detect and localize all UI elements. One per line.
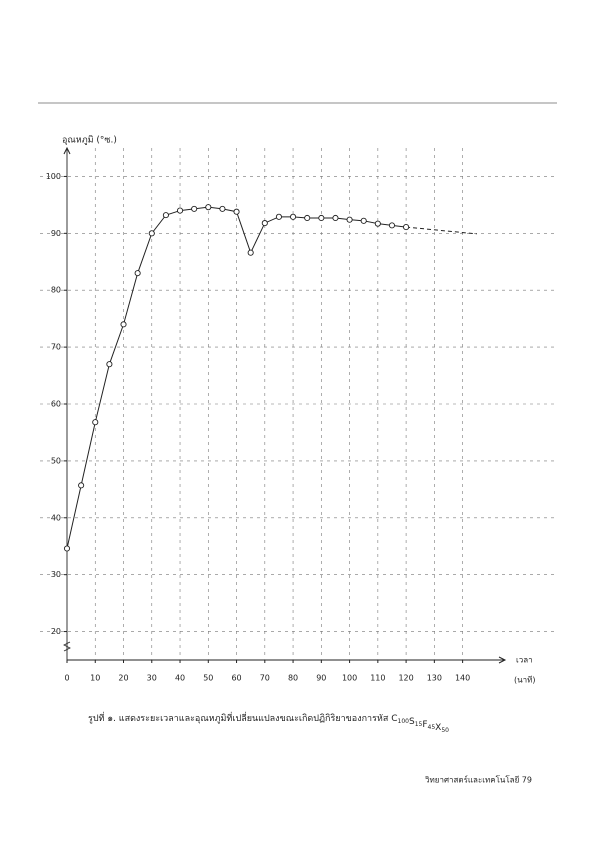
x-axis-arrow	[498, 656, 507, 664]
x-axis-unit: (นาที)	[514, 676, 535, 685]
data-point	[346, 216, 353, 223]
x-tick-label: 140	[455, 674, 470, 683]
x-tick-label: 100	[342, 674, 357, 683]
data-point	[120, 321, 127, 328]
x-tick-label: 0	[64, 674, 69, 683]
formula-subscript: 50	[441, 727, 449, 734]
x-tick-label: 110	[370, 674, 385, 683]
y-tick-label: 100	[46, 172, 61, 181]
data-point	[247, 249, 254, 256]
data-point	[360, 217, 367, 224]
formula-symbol: S	[409, 717, 415, 727]
data-point	[290, 213, 297, 220]
x-tick-label: 80	[288, 674, 298, 683]
formula-subscript: 15	[415, 721, 423, 728]
data-point	[233, 208, 240, 215]
data-point	[318, 214, 325, 222]
x-tick-label: 10	[90, 674, 100, 683]
data-point	[162, 212, 169, 219]
extrapolation-line	[406, 226, 477, 235]
data-point	[148, 230, 155, 237]
data-point	[261, 220, 268, 227]
x-tick-label: 40	[175, 674, 185, 683]
formula-subscript: 45	[428, 724, 436, 731]
x-tick-label: 70	[260, 674, 270, 683]
x-tick-label: 50	[203, 674, 213, 683]
x-tick-label: 20	[118, 674, 128, 683]
data-point	[304, 214, 311, 222]
y-axis-arrow	[63, 146, 71, 155]
data-point	[63, 545, 71, 552]
data-point	[332, 214, 339, 222]
x-axis-label: เวลา	[516, 656, 533, 665]
formula-symbol: C	[391, 714, 397, 724]
x-tick-label: 130	[427, 674, 442, 683]
data-point	[403, 224, 410, 231]
data-point	[176, 207, 184, 214]
data-line	[66, 206, 407, 549]
data-point	[275, 213, 282, 220]
data-point	[205, 204, 212, 211]
data-point	[219, 205, 226, 212]
formula-subscript: 100	[398, 718, 410, 725]
caption: รูปที่ ๑. แสดงระยะเวลาและอุณหภูมิที่เปลี…	[88, 711, 449, 734]
caption-text: รูปที่ ๑. แสดงระยะเวลาและอุณหภูมิที่เปลี…	[88, 711, 389, 724]
x-tick-label: 120	[398, 674, 413, 683]
data-point	[92, 419, 99, 426]
formula-symbol: F	[422, 720, 427, 730]
data-point	[388, 222, 396, 229]
x-tick-label: 90	[316, 674, 326, 683]
data-point	[134, 270, 141, 277]
data-point	[374, 220, 381, 227]
x-tick-label: 60	[231, 674, 241, 683]
y-axis-label: อุณหภูมิ (°ซ.)	[62, 135, 117, 146]
footer: วิทยาศาสตร์และเทคโนโลยี 79	[424, 775, 531, 785]
x-tick-label: 30	[147, 674, 157, 683]
formula-symbol: X	[435, 723, 441, 733]
data-point	[78, 482, 85, 489]
data-point	[191, 205, 198, 212]
data-point	[106, 361, 113, 368]
